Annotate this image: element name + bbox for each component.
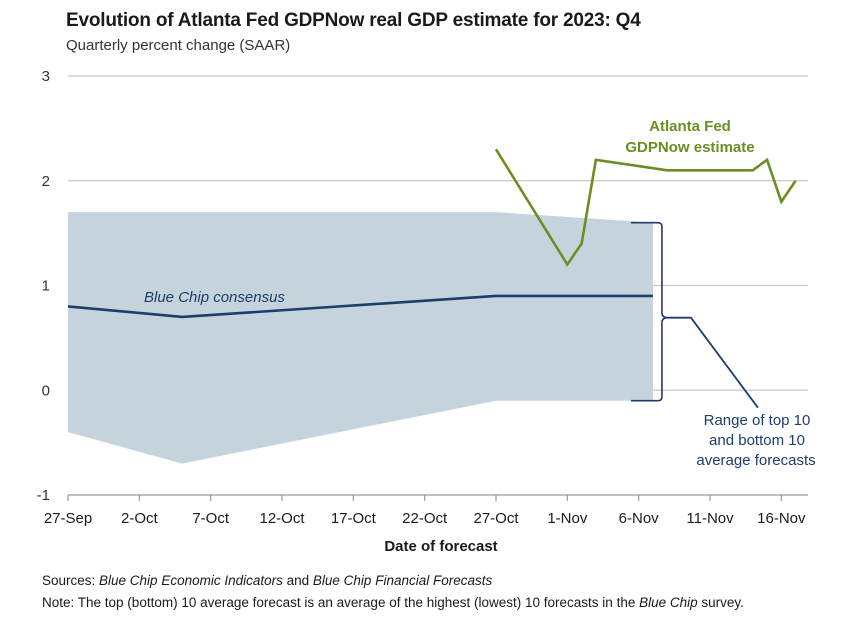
annotation-blue-chip: Blue Chip consensus: [144, 289, 285, 306]
range-band: [68, 212, 653, 464]
x-tick-label: 22-Oct: [402, 510, 448, 527]
range-connector: [667, 316, 759, 409]
y-tick-label: 1: [42, 278, 50, 295]
y-tick-label: 2: [42, 173, 50, 190]
y-tick-label: 0: [42, 382, 50, 399]
annotation-range-line2: and bottom 10: [709, 432, 805, 449]
x-tick-label: 16-Nov: [757, 510, 806, 527]
y-tick-label: 3: [42, 68, 50, 85]
x-tick-label: 12-Oct: [259, 510, 305, 527]
series-line-blue-chip: [67, 294, 653, 319]
x-tick-label: 6-Nov: [619, 510, 660, 527]
range-band-layer: [68, 212, 653, 464]
x-tick-label: 7-Oct: [192, 510, 230, 527]
sources-label: Sources:: [42, 573, 100, 588]
axis-layer: 27-Sep 2-Oct 7-Oct 12-Oct 17-Oct 22-Oct 27-Oct…: [44, 494, 808, 527]
chart-subtitle: Quarterly percent change (SAAR): [66, 37, 291, 54]
y-tick-label: -1: [37, 487, 50, 504]
chart-title: Evolution of Atlanta Fed GDPNow real GDP…: [66, 10, 641, 31]
sources-mid: and: [282, 573, 313, 588]
x-tick-label: 27-Sep: [44, 510, 92, 527]
x-tick-label: 11-Nov: [686, 510, 734, 527]
note-end: survey.: [697, 595, 744, 610]
x-tick-label: 2-Oct: [121, 510, 159, 527]
annotation-gdpnow-line2: GDPNow estimate: [625, 139, 754, 156]
note-label: Note:: [42, 595, 78, 610]
note-text: The top (bottom) 10 average forecast is …: [77, 595, 640, 610]
sources-italic-1: Blue Chip Economic Indicators: [99, 573, 283, 588]
x-axis-label: Date of forecast: [384, 538, 497, 555]
footer-note: Note: The top (bottom) 10 average foreca…: [42, 595, 744, 610]
series-line-gdpnow: [494, 148, 797, 267]
x-tick-label: 27-Oct: [473, 510, 519, 527]
x-tick-label: 17-Oct: [331, 510, 377, 527]
range-bracket: [630, 221, 668, 402]
annotation-gdpnow-line1: Atlanta Fed: [649, 118, 731, 135]
annotation-layer: Blue Chip consensus Atlanta Fed GDPNow e…: [144, 118, 816, 469]
series-layer: [67, 148, 797, 409]
footer-sources: Sources: Blue Chip Economic Indicators a…: [42, 573, 492, 588]
annotation-range-line3: average forecasts: [696, 452, 815, 469]
sources-italic-2: Blue Chip Financial Forecasts: [312, 573, 493, 588]
annotation-range-line1: Range of top 10: [704, 412, 811, 429]
x-tick-label: 1-Nov: [547, 510, 588, 527]
note-italic: Blue Chip: [639, 595, 698, 610]
